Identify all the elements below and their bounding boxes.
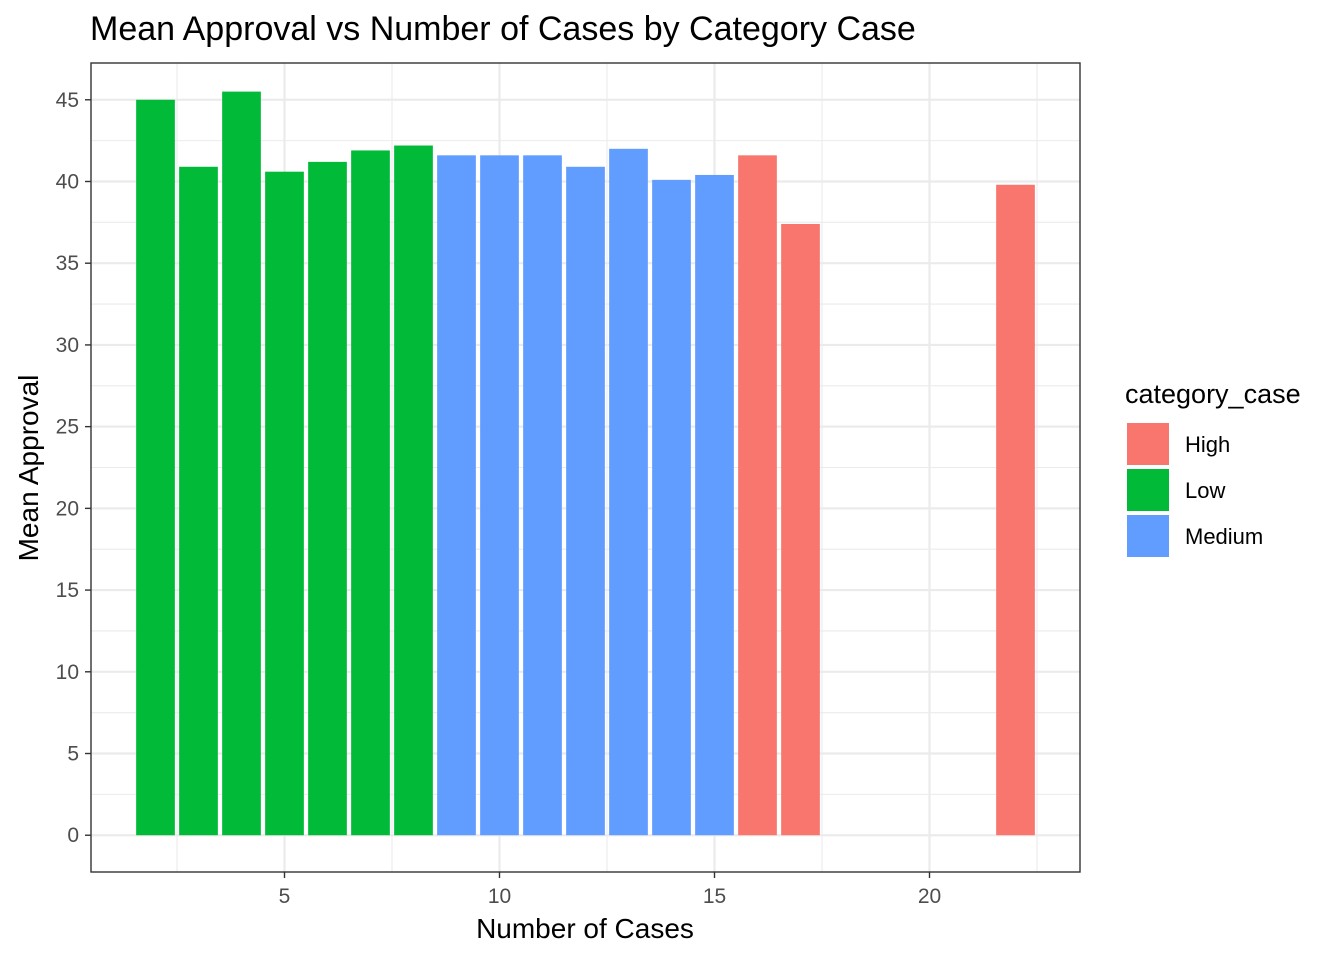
y-tick-label: 25 — [56, 416, 79, 439]
x-tick-label: 15 — [703, 885, 726, 908]
chart-title: Mean Approval vs Number of Cases by Cate… — [90, 10, 916, 48]
bar-high-16 — [738, 155, 777, 836]
legend-label-high: High — [1185, 432, 1230, 457]
legend-label-medium: Medium — [1185, 524, 1263, 549]
y-tick-label: 40 — [56, 170, 79, 193]
x-tick-label: 20 — [918, 885, 941, 908]
y-tick-label: 45 — [56, 89, 79, 112]
y-axis: 0 5 10 15 20 25 30 35 40 45 — [56, 89, 91, 847]
x-axis-title: Number of Cases — [476, 913, 694, 944]
bar-medium-13 — [609, 148, 648, 836]
bar-medium-14 — [652, 179, 691, 836]
bar-high-22 — [996, 184, 1035, 836]
x-tick-label: 10 — [488, 885, 511, 908]
y-tick-label: 15 — [56, 579, 79, 602]
bar-low-8 — [394, 145, 433, 836]
bar-medium-9 — [437, 155, 476, 836]
legend-key-high — [1127, 423, 1169, 465]
bar-low-3 — [179, 166, 218, 836]
bar-low-7 — [351, 150, 390, 836]
bar-low-5 — [265, 171, 304, 836]
x-axis: 5 10 15 20 — [279, 872, 941, 908]
panel-border — [90, 62, 1081, 873]
y-tick-label: 0 — [67, 824, 79, 847]
y-tick-label: 10 — [56, 661, 79, 684]
x-tick-label: 5 — [279, 885, 291, 908]
legend-key-medium — [1127, 515, 1169, 557]
bar-medium-11 — [523, 155, 562, 836]
y-axis-title: Mean Approval — [13, 375, 44, 562]
y-tick-label: 35 — [56, 252, 79, 275]
bar-medium-10 — [480, 155, 519, 836]
legend-title: category_case — [1125, 379, 1301, 409]
legend: category_case High Low Medium — [1125, 379, 1301, 557]
bar-low-2 — [136, 99, 175, 836]
y-tick-label: 30 — [56, 334, 79, 357]
bar-high-17 — [781, 223, 820, 836]
y-tick-label: 20 — [56, 497, 79, 520]
bar-low-4 — [222, 91, 261, 836]
legend-label-low: Low — [1185, 478, 1225, 503]
y-tick-label: 5 — [67, 743, 79, 766]
bar-medium-15 — [695, 174, 734, 836]
plot-panel — [90, 62, 1081, 873]
legend-items: High Low Medium — [1127, 423, 1263, 557]
legend-key-low — [1127, 469, 1169, 511]
bar-low-6 — [308, 161, 347, 836]
bar-series — [136, 91, 1035, 836]
bar-medium-12 — [566, 166, 605, 836]
